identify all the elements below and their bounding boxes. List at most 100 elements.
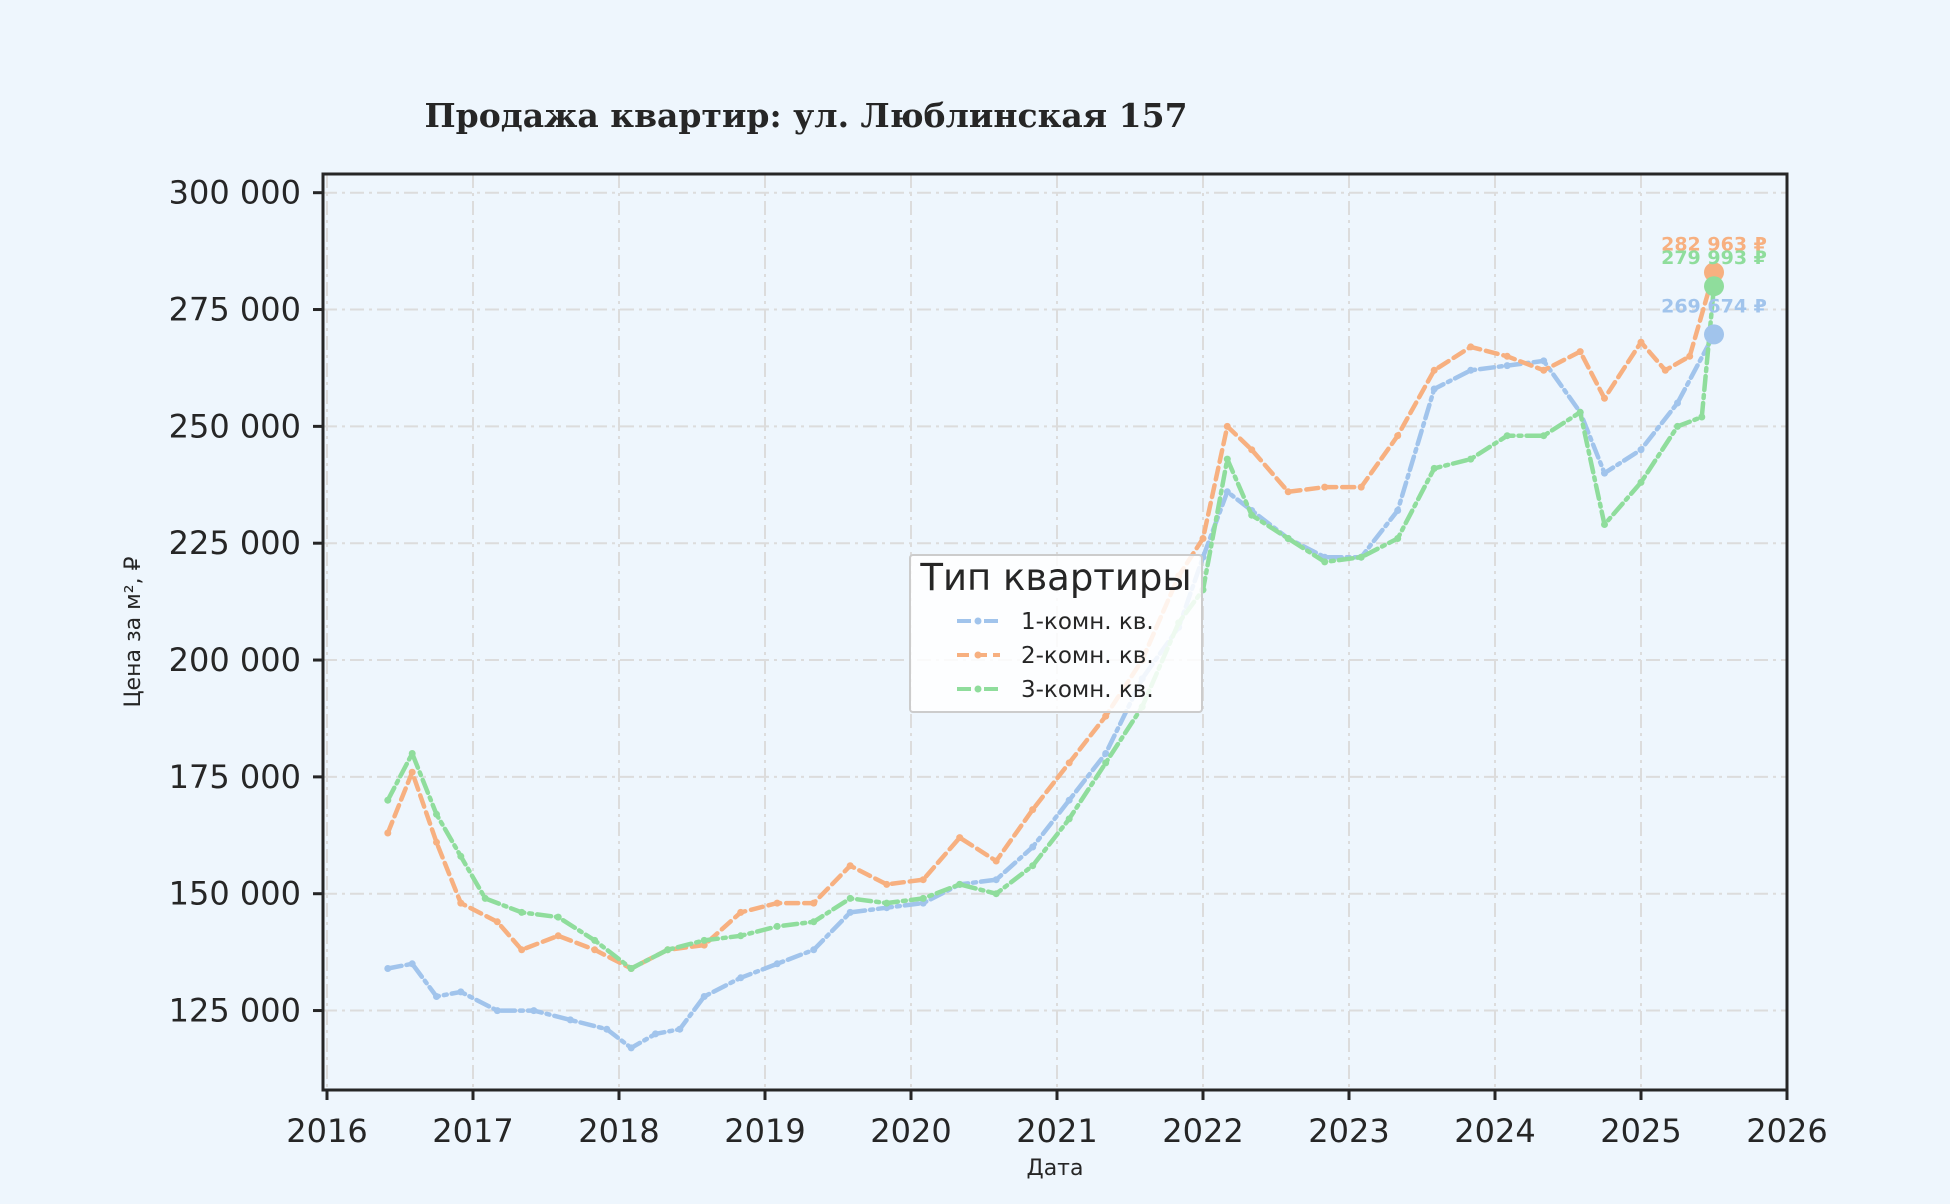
series-point <box>664 946 672 954</box>
legend-items: 1-комн. кв. 2-комн. кв. 3-комн. кв. <box>957 609 1154 703</box>
series-point <box>1467 366 1475 374</box>
series-point <box>883 880 891 888</box>
legend-label: 3-комн. кв. <box>1021 677 1154 703</box>
series-point <box>1430 385 1438 393</box>
series-point <box>676 1025 684 1033</box>
series-point <box>433 993 440 1000</box>
end-point-marker <box>1704 276 1724 297</box>
series-point <box>457 899 465 907</box>
series-point <box>883 899 891 907</box>
series-point <box>1102 759 1110 767</box>
legend-label: 2-комн. кв. <box>1021 643 1154 669</box>
series-point <box>1357 553 1365 561</box>
x-tick-label: 2021 <box>1016 1112 1097 1150</box>
series-point <box>1248 511 1256 519</box>
legend-label: 1-комн. кв. <box>1021 609 1154 635</box>
y-axis-label: Цена за м², ₽ <box>121 556 146 707</box>
plot-frame <box>321 172 1789 1092</box>
series-point <box>1223 455 1231 463</box>
series-point <box>591 936 599 944</box>
series-point <box>493 918 501 926</box>
chart-title: Продажа квартир: ул. Люблинская 157 <box>424 96 1187 135</box>
series-point <box>408 768 416 776</box>
series-point <box>1503 362 1511 370</box>
y-axis-ticks: 125 000 150 000 175 000 200 000 225 000 250 0… <box>169 174 323 1030</box>
y-tick-label: 225 000 <box>169 524 301 562</box>
y-tick-label: 175 000 <box>169 758 301 796</box>
series-point <box>518 908 526 916</box>
series-point <box>627 965 635 972</box>
x-tick-label: 2018 <box>578 1112 659 1150</box>
legend-box <box>909 554 1203 713</box>
legend-swatch-marker <box>974 617 982 625</box>
end-value-label: 282 963 ₽ <box>1661 233 1767 255</box>
x-tick-label: 2020 <box>870 1112 951 1150</box>
series-point <box>408 750 416 757</box>
series-point <box>1661 366 1669 374</box>
series-point <box>408 960 416 968</box>
series-point <box>1674 399 1681 407</box>
x-axis-ticks: 2016 2017 2018 2019 2020 2021 2022 2023 2024 2025… <box>286 1090 1828 1150</box>
y-tick-label: 200 000 <box>169 641 301 679</box>
series-point <box>591 946 599 954</box>
series-point <box>1430 366 1438 374</box>
series-point <box>1357 483 1365 491</box>
series-point <box>554 932 562 940</box>
series-point <box>737 908 745 916</box>
series-lines <box>384 268 1718 1052</box>
series-point <box>919 876 927 884</box>
x-tick-label: 2017 <box>432 1112 513 1150</box>
series-point <box>1321 558 1329 566</box>
end-value-label: 269 674 ₽ <box>1661 295 1767 317</box>
series-point <box>1674 422 1681 430</box>
series-point <box>1029 843 1037 851</box>
series-point <box>1637 338 1645 346</box>
series-point <box>1467 343 1475 351</box>
series-point <box>1576 348 1584 356</box>
series-point <box>554 913 562 921</box>
series-point <box>1601 521 1608 528</box>
series-point <box>956 834 964 842</box>
series-point <box>1102 712 1110 720</box>
x-tick-label: 2025 <box>1600 1112 1681 1150</box>
series-point <box>773 922 781 930</box>
series-point <box>1065 815 1073 823</box>
y-tick-label: 300 000 <box>169 174 301 212</box>
series-point <box>1284 535 1292 542</box>
series-point <box>1321 483 1329 491</box>
series-point <box>481 894 489 902</box>
series-point <box>1394 535 1402 542</box>
series-point <box>919 894 927 902</box>
y-tick-label: 250 000 <box>169 407 301 445</box>
x-tick-label: 2024 <box>1454 1112 1535 1150</box>
series-point <box>700 993 708 1000</box>
series-point <box>530 1007 538 1015</box>
y-tick-label: 150 000 <box>169 875 301 913</box>
series-point <box>810 918 818 926</box>
series-point <box>493 1007 501 1015</box>
x-tick-label: 2023 <box>1308 1112 1389 1150</box>
series-point <box>1284 488 1292 496</box>
x-tick-label: 2019 <box>724 1112 805 1150</box>
series-point <box>846 908 854 916</box>
series-point <box>846 862 854 870</box>
series-point <box>1601 469 1608 477</box>
series-point <box>1394 507 1402 514</box>
series-point <box>1223 488 1231 496</box>
series-point <box>384 829 392 837</box>
series-point <box>956 880 964 888</box>
series-point <box>1029 806 1037 814</box>
series-point <box>1503 352 1511 360</box>
legend-swatch-marker <box>974 651 982 659</box>
x-tick-label: 2016 <box>286 1112 367 1150</box>
series-point <box>1223 422 1231 430</box>
end-point-marker <box>1704 324 1724 345</box>
series-point <box>1503 432 1511 440</box>
x-axis-label: Дата <box>1027 1156 1084 1181</box>
series-point <box>1065 759 1073 767</box>
y-tick-label: 125 000 <box>169 992 301 1030</box>
series-point <box>1199 535 1207 542</box>
series-point <box>457 852 465 860</box>
